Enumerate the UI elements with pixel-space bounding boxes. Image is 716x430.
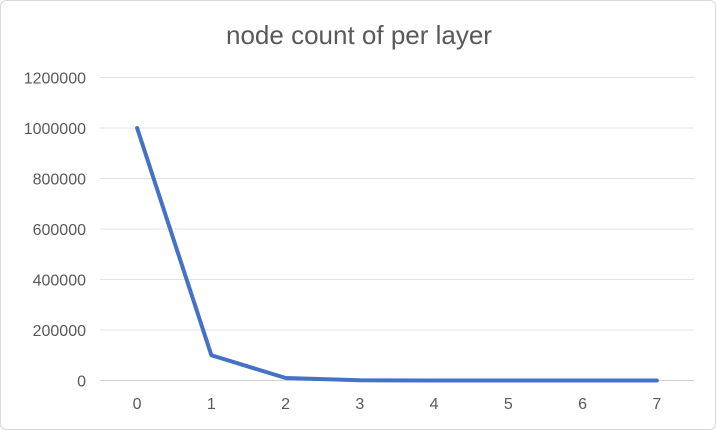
x-tick-label: 3 — [355, 396, 364, 413]
y-tick-label: 800000 — [33, 172, 86, 189]
x-tick-label: 0 — [133, 396, 142, 413]
x-tick-label: 7 — [652, 396, 661, 413]
chart-title: node count of per layer — [226, 20, 492, 50]
y-tick-label: 600000 — [33, 222, 86, 239]
y-tick-label: 400000 — [33, 273, 86, 290]
x-tick-label: 5 — [504, 396, 513, 413]
series-line — [135, 126, 659, 383]
x-tick-label: 6 — [578, 396, 587, 413]
y-tick-label: 1200000 — [24, 71, 86, 88]
y-tick-label: 1000000 — [24, 121, 86, 138]
x-tick-label: 2 — [281, 396, 290, 413]
x-tick-label: 4 — [430, 396, 439, 413]
y-tick-label: 200000 — [33, 323, 86, 340]
x-tick-label: 1 — [207, 396, 216, 413]
y-tick-label: 0 — [77, 374, 86, 391]
